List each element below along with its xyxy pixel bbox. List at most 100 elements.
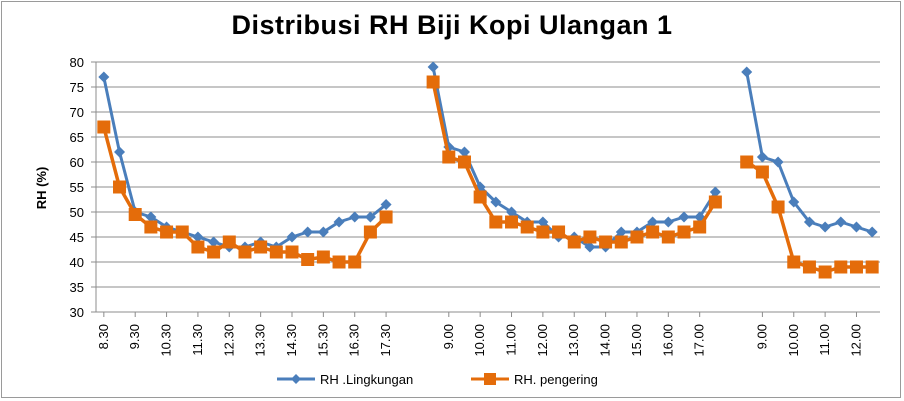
data-point-lingkungan bbox=[192, 231, 204, 243]
data-point-pengering bbox=[191, 240, 205, 254]
data-point-pengering bbox=[426, 75, 440, 89]
data-point-lingkungan bbox=[835, 216, 847, 228]
y-tick-label: 40 bbox=[70, 255, 84, 270]
x-tick-label: 16.00 bbox=[660, 324, 675, 357]
data-point-pengering bbox=[505, 215, 519, 229]
data-point-lingkungan bbox=[866, 226, 878, 238]
data-point-pengering bbox=[755, 165, 769, 179]
data-point-lingkungan bbox=[286, 231, 298, 243]
y-tick-label: 70 bbox=[70, 105, 84, 120]
x-tick-label: 9.00 bbox=[754, 324, 769, 349]
data-point-pengering bbox=[849, 260, 863, 274]
data-point-pengering bbox=[599, 235, 613, 249]
data-point-pengering bbox=[520, 220, 534, 234]
data-point-pengering bbox=[583, 230, 597, 244]
series-1-line-2 bbox=[431, 66, 717, 249]
data-point-pengering bbox=[254, 240, 268, 254]
y-axis-label: RH (%) bbox=[34, 167, 49, 210]
data-point-lingkungan bbox=[427, 61, 439, 73]
y-tick-label: 75 bbox=[70, 80, 84, 95]
y-tick-label: 45 bbox=[70, 230, 84, 245]
chart-title: Distribusi RH Biji Kopi Ulangan 1 bbox=[231, 10, 673, 40]
x-tick-label: 10.00 bbox=[786, 324, 801, 357]
series-1 bbox=[98, 61, 878, 253]
data-point-pengering bbox=[787, 255, 801, 269]
x-tick-label: 9.30 bbox=[127, 324, 142, 349]
data-point-lingkungan bbox=[584, 241, 596, 253]
data-point-lingkungan bbox=[741, 66, 753, 78]
data-point-pengering bbox=[97, 120, 111, 134]
gridlines bbox=[95, 61, 880, 313]
x-tick-label: 15.00 bbox=[629, 324, 644, 357]
data-point-pengering bbox=[708, 195, 722, 209]
y-tick-label: 30 bbox=[70, 305, 84, 320]
data-point-lingkungan bbox=[772, 156, 784, 168]
data-point-lingkungan bbox=[803, 216, 815, 228]
data-point-lingkungan bbox=[490, 196, 502, 208]
data-point-pengering bbox=[363, 225, 377, 239]
data-point-lingkungan bbox=[145, 211, 157, 223]
data-point-pengering bbox=[567, 235, 581, 249]
x-tick-label: 13.00 bbox=[566, 324, 581, 357]
data-point-pengering bbox=[489, 215, 503, 229]
legend-marker-series-1 bbox=[291, 374, 301, 384]
x-tick-label: 11.00 bbox=[817, 324, 832, 356]
series-layer bbox=[97, 61, 879, 279]
data-point-pengering bbox=[128, 208, 142, 221]
data-point-lingkungan bbox=[537, 216, 549, 228]
data-point-lingkungan bbox=[615, 226, 627, 238]
x-tick-label: 14.00 bbox=[598, 324, 613, 357]
series-1-line-3 bbox=[745, 71, 873, 234]
x-tick-label: 17.30 bbox=[378, 324, 393, 357]
data-point-pengering bbox=[348, 255, 362, 269]
x-tick-label: 10.00 bbox=[472, 324, 487, 357]
data-point-lingkungan bbox=[647, 216, 659, 228]
x-tick-label: 14.30 bbox=[284, 324, 299, 357]
data-point-pengering bbox=[316, 250, 330, 264]
data-point-lingkungan bbox=[333, 216, 345, 228]
y-tick-label: 65 bbox=[70, 130, 84, 145]
data-point-pengering bbox=[379, 210, 393, 224]
x-tick-label: 15.30 bbox=[315, 324, 330, 357]
data-point-lingkungan bbox=[114, 146, 126, 158]
data-point-pengering bbox=[646, 225, 660, 239]
x-tick-label: 12.00 bbox=[848, 324, 863, 357]
legend-label-series-1: RH .Lingkungan bbox=[320, 372, 413, 387]
x-axis-ticks: 8.30 9.30 10.30 11.30 12.30 13.30 14.30 15.30 16… bbox=[96, 312, 863, 357]
data-point-lingkungan bbox=[506, 206, 518, 218]
data-point-pengering bbox=[740, 155, 754, 169]
data-point-pengering bbox=[207, 245, 221, 259]
data-point-pengering bbox=[442, 150, 456, 164]
data-point-lingkungan bbox=[756, 151, 768, 163]
data-point-lingkungan bbox=[302, 226, 314, 238]
data-point-lingkungan bbox=[349, 211, 361, 223]
y-tick-label: 50 bbox=[70, 205, 84, 220]
data-point-lingkungan bbox=[208, 236, 220, 248]
data-point-pengering bbox=[802, 260, 816, 274]
data-point-pengering bbox=[222, 235, 236, 249]
data-point-pengering bbox=[285, 245, 299, 259]
data-point-lingkungan bbox=[850, 221, 862, 233]
x-tick-label: 16.30 bbox=[347, 324, 362, 357]
x-tick-label: 11.30 bbox=[190, 324, 205, 356]
y-tick-label: 55 bbox=[70, 180, 84, 195]
data-point-pengering bbox=[144, 220, 158, 234]
data-point-pengering bbox=[630, 230, 644, 244]
data-point-pengering bbox=[552, 225, 566, 239]
data-point-pengering bbox=[865, 260, 879, 274]
data-point-pengering bbox=[834, 260, 848, 274]
x-tick-label: 8.30 bbox=[96, 324, 111, 349]
x-tick-label: 11.00 bbox=[504, 324, 519, 356]
data-point-pengering bbox=[693, 220, 707, 234]
data-point-lingkungan bbox=[662, 216, 674, 228]
legend-marker-series-2 bbox=[484, 373, 496, 385]
y-tick-label: 60 bbox=[70, 155, 84, 170]
data-point-pengering bbox=[332, 255, 346, 269]
data-point-lingkungan bbox=[709, 186, 721, 198]
data-point-lingkungan bbox=[317, 226, 329, 238]
legend: RH .Lingkungan RH. pengering bbox=[277, 372, 598, 387]
data-point-lingkungan bbox=[788, 196, 800, 208]
data-point-pengering bbox=[677, 225, 691, 239]
